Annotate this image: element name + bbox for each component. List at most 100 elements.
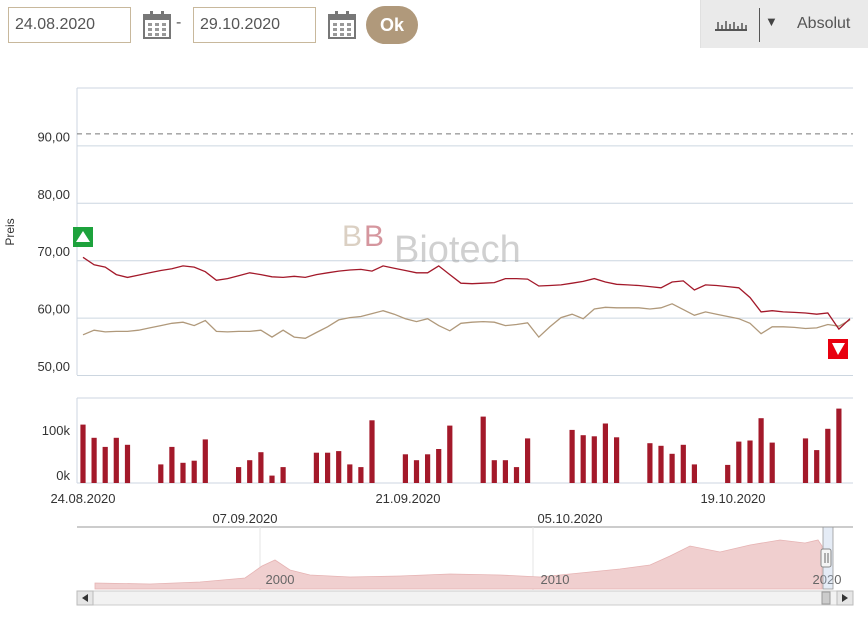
x-axis-labels: 24.08.2020 21.09.2020 19.10.2020 07.09.2… [50,491,765,526]
scroll-right-button[interactable] [836,590,854,606]
volume-bar [480,416,486,483]
navigator: 2000 2010 2020 [77,526,853,590]
volume-bar [124,444,131,484]
volume-bar [525,438,531,483]
volume-bar [91,437,97,483]
chart-toolbar: ▼ Absolut [700,0,868,48]
volume-bar [191,460,197,483]
volume-bar [280,467,286,483]
volume-bar [580,435,586,483]
chart-type-icon[interactable] [713,14,749,34]
volume-bar [425,454,431,483]
volume-bar [269,475,275,483]
volume-bar [202,439,208,483]
volume-bar [402,454,408,483]
calendar-from-icon[interactable] [142,10,172,40]
volume-tick-label: 100k [42,423,71,438]
volume-bar [236,467,242,483]
volume-bar [258,452,264,483]
volume-bar [502,460,508,483]
series-line-biotech [82,256,851,331]
volume-bar [614,437,620,483]
toolbar-separator [759,8,760,42]
watermark-logo-letter-1: B [342,220,362,253]
navigator-label: 2010 [541,572,570,587]
volume-bar [313,452,319,483]
date-separator: - [176,14,182,31]
volume-bar [769,442,775,483]
volume-bar [736,441,742,483]
y-axis-title: Preis [3,218,17,245]
volume-bars [80,408,842,484]
y-tick-label: 90,00 [37,129,70,144]
calendar-to-icon[interactable] [327,10,357,40]
series-line-vergleichsindex [82,303,851,339]
x-tick-label: 05.10.2020 [537,511,602,526]
volume-bar [814,450,820,483]
volume-bar [658,445,664,483]
volume-bar [680,444,686,484]
sell-marker [828,339,848,359]
volume-bar [180,462,186,483]
volume-bar [647,443,653,483]
ok-button[interactable]: Ok [366,6,418,44]
chevron-down-icon[interactable]: ▼ [765,14,778,29]
volume-bar [80,424,86,483]
y-tick-label: 60,00 [37,302,70,317]
watermark-logo: B B Biotech [342,220,521,271]
volume-bar [358,467,364,483]
volume-bar [247,460,253,483]
navigator-label: 2000 [266,572,295,587]
volume-bar [369,420,375,483]
volume-bar [347,464,353,483]
scale-mode-select[interactable]: Absolut [797,15,851,32]
volume-bar [825,428,831,483]
volume-gridlines [76,397,853,484]
y-tick-label: 50,00 [37,359,70,374]
volume-bar [325,452,331,483]
y-tick-label: 80,00 [37,187,70,202]
volume-bar [447,425,453,483]
volume-bar [102,446,108,483]
date-to-input[interactable]: 29.10.2020 [193,7,316,43]
volume-bar [591,436,597,484]
volume-bar [758,418,764,483]
scroll-left-button[interactable] [76,590,94,606]
navigator-selection[interactable] [822,526,834,590]
navigator-handle-left[interactable] [820,548,832,568]
volume-bar [413,460,420,483]
volume-bar [513,467,520,483]
volume-bar [336,451,342,483]
buy-marker [73,227,93,247]
volume-bar [169,446,175,483]
price-series [82,256,851,339]
volume-bar [836,408,842,483]
price-gridlines [76,87,853,376]
volume-bar [158,464,164,483]
volume-bar [669,453,675,483]
date-from-input[interactable]: 24.08.2020 [8,7,131,43]
navigator-area [94,539,823,590]
x-tick-label: 21.09.2020 [375,491,440,506]
volume-tick-label: 0k [56,468,70,483]
x-tick-label: 07.09.2020 [212,511,277,526]
x-tick-label: 19.10.2020 [700,491,765,506]
price-axis-labels: 90,00 80,00 70,00 60,00 50,00 [37,129,70,374]
scrollbar[interactable] [76,590,854,606]
volume-bar [725,464,731,483]
watermark-text: Biotech [394,229,521,271]
volume-bar [491,460,497,483]
volume-bar [802,438,809,483]
watermark-logo-letter-2: B [364,220,384,253]
volume-bar [436,449,442,483]
volume-bar [113,437,119,483]
x-tick-label: 24.08.2020 [50,491,115,506]
volume-bar [747,440,753,483]
scroll-thumb[interactable] [821,591,831,605]
volume-bar [691,464,697,483]
volume-bar [602,423,608,483]
y-tick-label: 70,00 [37,244,70,259]
volume-bar [569,429,575,483]
navigator-label: 2020 [813,572,842,587]
